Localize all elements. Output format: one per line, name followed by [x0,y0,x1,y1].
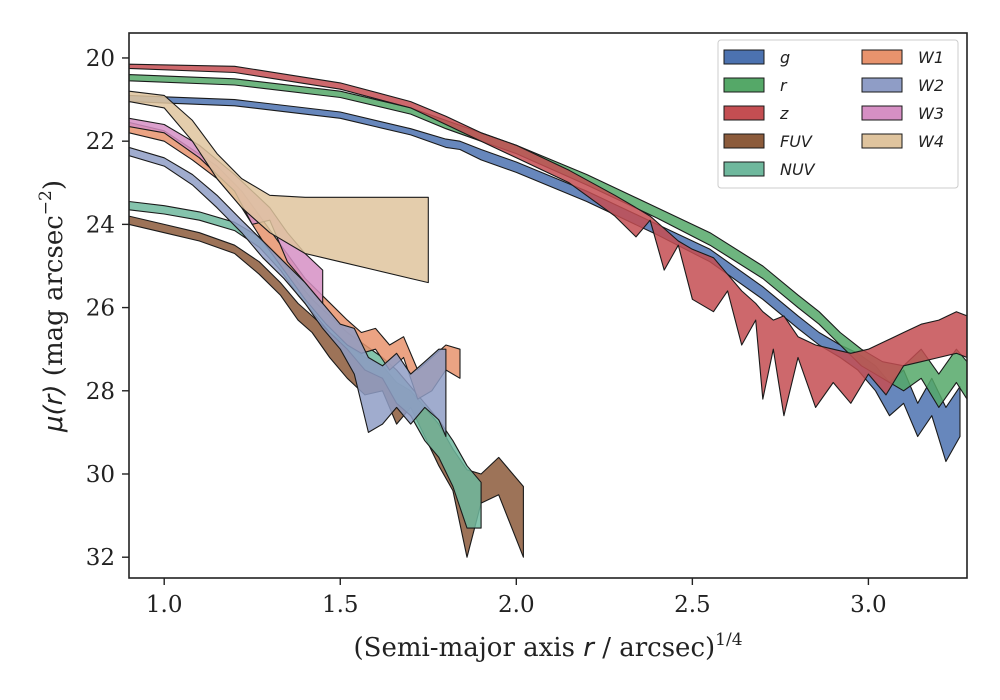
legend-swatch [723,49,765,65]
legend-box [717,39,959,189]
x-tick-label: 2.0 [498,592,535,618]
plot-frame [128,32,968,579]
legend-item-r: r [723,76,788,95]
y-tick-label: 22 [86,129,115,155]
legend-label: W1 [918,48,944,67]
legend-swatch [723,105,765,121]
series-band-FUV [129,215,524,558]
legend-item-W2: W2 [861,76,944,95]
legend-label: z [779,104,789,123]
x-axis: 1.0 1.5 2.0 2.5 3.0 [146,578,887,618]
legend-label: g [780,48,790,67]
series-band-g [129,94,961,463]
legend-label: r [780,76,788,95]
legend-item-g: g [723,48,790,67]
x-tick-label: 1.0 [146,592,183,618]
y-axis: 20 22 24 26 28 30 32 [86,46,129,571]
legend-item-z: z [723,104,789,123]
y-axis-label: μ(r) (mag arcsec−2) [36,180,69,433]
x-tick-label: 3.0 [850,592,887,618]
y-tick-label: 20 [86,46,115,72]
y-tick-label: 28 [86,379,115,405]
legend-label: W4 [918,132,944,151]
legend-label: FUV [780,132,813,151]
legend-item-W1: W1 [861,48,944,67]
y-tick-label: 32 [86,545,115,571]
profile-bands [129,63,967,558]
legend-swatch [723,77,765,93]
x-axis-label: (Semi-major axis r / arcsec)1/4 [353,630,742,663]
legend-label: W3 [918,104,944,123]
series-band-W2 [129,146,447,438]
legend-swatch [723,133,765,149]
legend-item-FUV: FUV [723,132,813,151]
x-tick-label: 2.5 [674,592,711,618]
legend-swatch [723,161,765,177]
y-tick-label: 24 [86,212,115,238]
legend: grz FUV NUV W1 W2 W3 W4 [717,39,959,189]
x-tick-label: 1.5 [322,592,359,618]
series-band-z [129,63,967,417]
legend-swatch [861,49,903,65]
series-band-W4 [129,90,429,284]
legend-item-W3: W3 [861,104,944,123]
y-tick-label: 30 [86,462,115,488]
legend-label: NUV [780,160,816,179]
legend-label: W2 [918,76,944,95]
y-tick-label: 26 [86,296,115,322]
legend-swatch [861,105,903,121]
legend-swatch [861,77,903,93]
legend-swatch [861,133,903,149]
legend-item-NUV: NUV [723,160,816,179]
legend-item-W4: W4 [861,132,944,151]
